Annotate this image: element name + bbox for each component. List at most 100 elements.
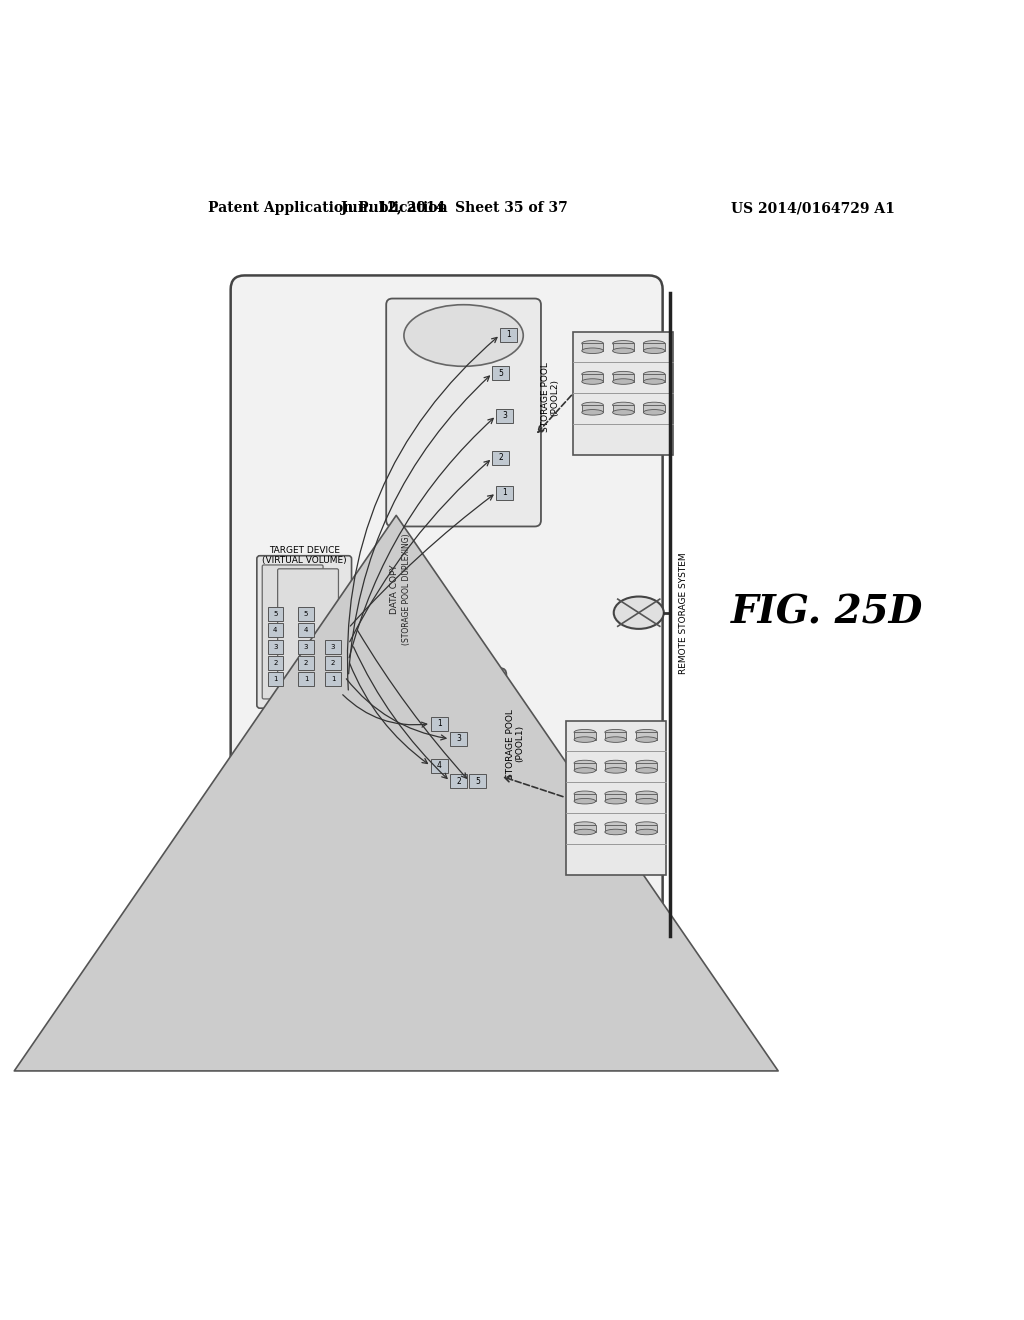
Bar [574, 793, 596, 801]
Text: STORAGE POOL: STORAGE POOL [506, 709, 515, 779]
Bar [267, 672, 283, 686]
Text: 3: 3 [273, 644, 278, 649]
Bar [636, 793, 657, 801]
Ellipse shape [574, 799, 596, 804]
Bar [582, 374, 603, 381]
Ellipse shape [605, 829, 627, 834]
Bar [431, 717, 447, 730]
Text: 5: 5 [475, 777, 480, 785]
Text: 2: 2 [304, 660, 308, 665]
Ellipse shape [636, 760, 657, 766]
Bar [636, 825, 657, 832]
Bar [643, 405, 665, 412]
Text: 3: 3 [503, 411, 507, 420]
Bar [298, 607, 313, 622]
Bar [326, 656, 341, 669]
Bar [267, 607, 283, 622]
Ellipse shape [636, 768, 657, 774]
Ellipse shape [643, 379, 665, 384]
Bar [500, 327, 517, 342]
Ellipse shape [643, 341, 665, 346]
Ellipse shape [643, 348, 665, 354]
Text: STORAGE POOL: STORAGE POOL [541, 362, 550, 432]
Ellipse shape [582, 379, 603, 384]
Bar [612, 374, 634, 381]
Ellipse shape [612, 348, 634, 354]
Text: (VIRTUAL VOLUME): (VIRTUAL VOLUME) [262, 556, 346, 565]
Ellipse shape [605, 737, 627, 742]
Ellipse shape [643, 409, 665, 414]
Ellipse shape [582, 409, 603, 414]
Ellipse shape [574, 768, 596, 774]
Text: 2: 2 [457, 777, 461, 785]
Text: 4: 4 [304, 627, 308, 634]
Bar [574, 825, 596, 832]
Text: US 2014/0164729 A1: US 2014/0164729 A1 [731, 202, 895, 215]
Bar [636, 763, 657, 771]
FancyBboxPatch shape [230, 276, 663, 973]
Bar [298, 623, 313, 638]
FancyBboxPatch shape [351, 668, 506, 850]
Ellipse shape [574, 730, 596, 735]
Ellipse shape [636, 791, 657, 796]
Ellipse shape [605, 730, 627, 735]
FancyBboxPatch shape [573, 331, 674, 455]
Ellipse shape [612, 371, 634, 378]
Text: 1: 1 [503, 488, 507, 498]
Bar [493, 451, 509, 465]
Ellipse shape [605, 799, 627, 804]
Bar [582, 343, 603, 351]
Ellipse shape [612, 379, 634, 384]
Bar [267, 623, 283, 638]
FancyBboxPatch shape [565, 721, 666, 875]
Ellipse shape [605, 760, 627, 766]
Bar [643, 343, 665, 351]
Bar [574, 733, 596, 739]
Bar [612, 405, 634, 412]
Text: Patent Application Publication: Patent Application Publication [208, 202, 447, 215]
Text: FIG. 25D: FIG. 25D [731, 594, 924, 632]
Text: 2: 2 [273, 660, 278, 665]
Ellipse shape [636, 829, 657, 834]
Text: Jun. 12, 2014  Sheet 35 of 37: Jun. 12, 2014 Sheet 35 of 37 [341, 202, 567, 215]
FancyBboxPatch shape [262, 565, 323, 700]
Text: 3: 3 [304, 644, 308, 649]
Bar [469, 775, 486, 788]
Ellipse shape [636, 730, 657, 735]
Ellipse shape [613, 597, 664, 628]
Ellipse shape [605, 768, 627, 774]
Bar [605, 825, 627, 832]
Ellipse shape [643, 371, 665, 378]
Text: (STORAGE POOL DUPLEXING): (STORAGE POOL DUPLEXING) [402, 533, 412, 645]
Ellipse shape [582, 341, 603, 346]
Ellipse shape [605, 822, 627, 828]
Ellipse shape [643, 403, 665, 408]
Text: 2: 2 [331, 660, 335, 665]
Ellipse shape [636, 799, 657, 804]
Bar [326, 640, 341, 653]
Ellipse shape [612, 403, 634, 408]
Ellipse shape [582, 371, 603, 378]
Text: 1: 1 [506, 330, 511, 339]
Text: 3: 3 [456, 734, 461, 743]
Text: 4: 4 [437, 762, 441, 771]
Ellipse shape [574, 737, 596, 742]
Ellipse shape [370, 675, 488, 729]
FancyBboxPatch shape [386, 298, 541, 527]
Bar [636, 733, 657, 739]
Text: 1: 1 [273, 676, 278, 682]
Bar [605, 733, 627, 739]
Bar [612, 343, 634, 351]
Text: 4: 4 [273, 627, 278, 634]
Text: 5: 5 [304, 611, 308, 618]
Ellipse shape [574, 760, 596, 766]
FancyBboxPatch shape [257, 556, 351, 708]
Bar [497, 409, 513, 422]
Ellipse shape [605, 791, 627, 796]
Bar [574, 763, 596, 771]
Bar [431, 759, 447, 774]
Text: (POOL1): (POOL1) [515, 725, 524, 762]
Ellipse shape [636, 737, 657, 742]
Text: TARGET DEVICE: TARGET DEVICE [268, 546, 340, 554]
Bar [298, 656, 313, 669]
